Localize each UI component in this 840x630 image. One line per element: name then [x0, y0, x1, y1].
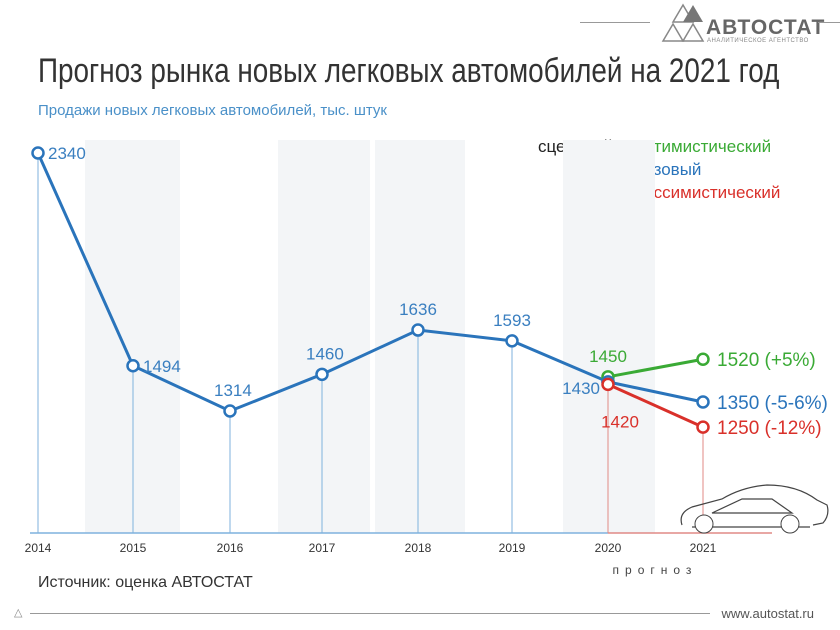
series-line: [607, 357, 704, 379]
header-divider: [580, 22, 650, 23]
data-label: 1494: [143, 357, 181, 376]
logo-tagline: АНАЛИТИЧЕСКОЕ АГЕНТСТВО: [707, 38, 809, 44]
footer-triangle-icon: △: [14, 607, 23, 619]
x-tick-label: 2017: [309, 541, 336, 555]
x-tick-label: 2021: [690, 541, 717, 555]
background-band: [278, 140, 370, 533]
x-tick-label: 2020: [595, 541, 622, 555]
data-point: [601, 377, 615, 392]
data-label: 2340: [48, 144, 86, 163]
source-note: Источник: оценка АВТОСТАТ: [38, 574, 253, 591]
data-point: [31, 146, 45, 160]
legend-optimistic: оптимистический: [635, 137, 772, 156]
series-line: [607, 380, 704, 404]
data-point: [411, 323, 425, 337]
x-tick-label: 2018: [405, 541, 432, 555]
car-wheel-icon: [780, 514, 800, 534]
x-tick-label: 2015: [120, 541, 147, 555]
legend-pessimistic: пессимистический: [635, 183, 781, 202]
forecast-label: прогноз: [613, 563, 698, 577]
data-label: 1250 (-12%): [717, 418, 822, 439]
data-point: [223, 404, 237, 418]
header-divider: [818, 22, 840, 23]
x-tick-label: 2019: [499, 541, 526, 555]
data-label: 1450: [589, 347, 627, 366]
data-point: [315, 367, 329, 382]
x-tick-label: 2014: [25, 541, 52, 555]
chart-subtitle: Продажи новых легковых автомобилей, тыс.…: [38, 102, 387, 119]
data-label: 1593: [493, 311, 531, 330]
data-label: 1420: [601, 412, 639, 431]
background-band: [563, 140, 655, 533]
x-tick-label: 2016: [217, 541, 244, 555]
data-label: 1350 (-5-6%): [717, 393, 828, 414]
autostat-logo-icon: [661, 3, 705, 42]
data-label: 1520 (+5%): [717, 350, 816, 371]
data-point: [505, 334, 519, 348]
data-label: 1314: [214, 381, 252, 400]
series-line: [607, 383, 704, 429]
website-link[interactable]: www.autostat.ru: [721, 606, 815, 621]
footer-divider: [30, 613, 710, 614]
data-label: 1430: [562, 379, 600, 398]
data-point: [696, 420, 710, 434]
data-label: 1460: [306, 344, 344, 363]
data-point: [126, 359, 140, 373]
logo-text: АВТОСТАТ: [706, 16, 826, 39]
data-point: [696, 352, 710, 366]
page-title: Прогноз рынка новых легковых автомобилей…: [38, 52, 780, 90]
data-point: [696, 395, 710, 409]
data-label: 1636: [399, 300, 437, 319]
car-wheel-icon: [694, 514, 714, 534]
